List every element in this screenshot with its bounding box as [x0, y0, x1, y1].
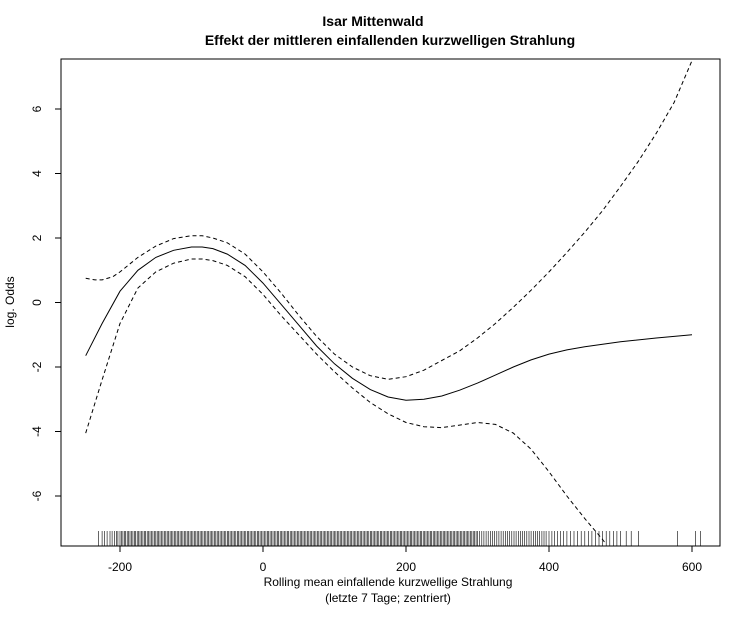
y-tick-label: 0	[30, 299, 44, 306]
y-tick-label: -6	[30, 490, 44, 501]
y-tick-label: 2	[30, 234, 44, 241]
x-tick-label: 400	[539, 560, 559, 574]
x-tick-label: 0	[260, 560, 267, 574]
y-axis: -6 -4 -2 0 2 4 6	[30, 105, 61, 501]
x-axis-title: Rolling mean einfallende kurzwellige Str…	[264, 575, 513, 589]
rug-plot	[98, 531, 701, 546]
x-axis-title-line2: (letzte 7 Tage; zentriert)	[325, 591, 451, 605]
x-tick-label: -200	[108, 560, 132, 574]
series-lower-line	[85, 258, 607, 545]
y-tick-label: 6	[30, 105, 44, 112]
y-tick-label: -2	[30, 361, 44, 372]
series-estimate-line	[85, 246, 693, 401]
chart-subtitle: Effekt der mittleren einfallenden kurzwe…	[205, 32, 575, 48]
x-tick-label: 200	[396, 560, 416, 574]
series-layer	[85, 60, 693, 545]
series-upper-line	[85, 60, 693, 380]
chart-title: Isar Mittenwald	[322, 13, 423, 29]
y-axis-title: log. Odds	[3, 276, 17, 327]
y-tick-label: 4	[30, 170, 44, 177]
y-tick-label: -4	[30, 426, 44, 437]
x-axis: -200 0 200 400 600	[108, 546, 702, 574]
x-tick-label: 600	[682, 560, 702, 574]
